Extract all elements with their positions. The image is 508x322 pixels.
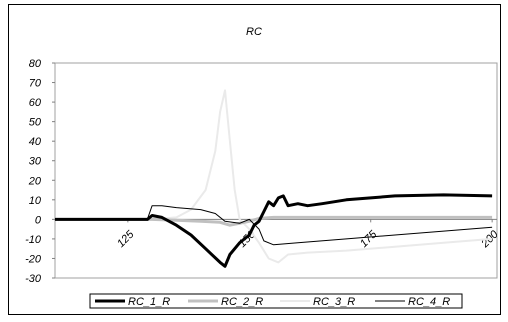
series-line-rc-1-r (55, 193, 493, 268)
legend: RC_1_R RC_2_R RC_3_R RC_4_R (89, 293, 463, 309)
legend-label: RC_2_R (221, 296, 263, 308)
y-tick-label: 10 (29, 195, 42, 207)
y-tick-label: 50 (29, 117, 42, 129)
series-lines (55, 89, 493, 268)
y-tick-label: 60 (29, 97, 42, 109)
series-line-rc-4-r (55, 205, 493, 246)
y-tick-label: 70 (29, 78, 42, 90)
y-tick-label: 40 (29, 136, 42, 148)
y-tick-label: 20 (28, 175, 42, 187)
legend-label: RC_4_R (408, 296, 450, 308)
y-tick-label: 0 (35, 214, 42, 226)
y-axis-ticks: -30 -20 -10 0 10 20 30 40 50 60 70 80 (25, 58, 55, 285)
chart-title: RC (246, 26, 262, 38)
plot-area (54, 62, 498, 279)
y-tick-label: 30 (29, 156, 42, 168)
y-tick-label: -30 (25, 273, 42, 285)
y-tick-label: 80 (29, 58, 42, 70)
legend-label: RC_3_R (313, 296, 355, 308)
series-line-rc-3-r (55, 89, 493, 264)
y-tick-label: -20 (25, 253, 42, 265)
plot-border (54, 62, 498, 279)
series-line-rc-2-r (55, 215, 493, 227)
legend-box (89, 293, 463, 309)
legend-label: RC_1_R (128, 296, 170, 308)
y-tick-label: -10 (25, 234, 42, 246)
